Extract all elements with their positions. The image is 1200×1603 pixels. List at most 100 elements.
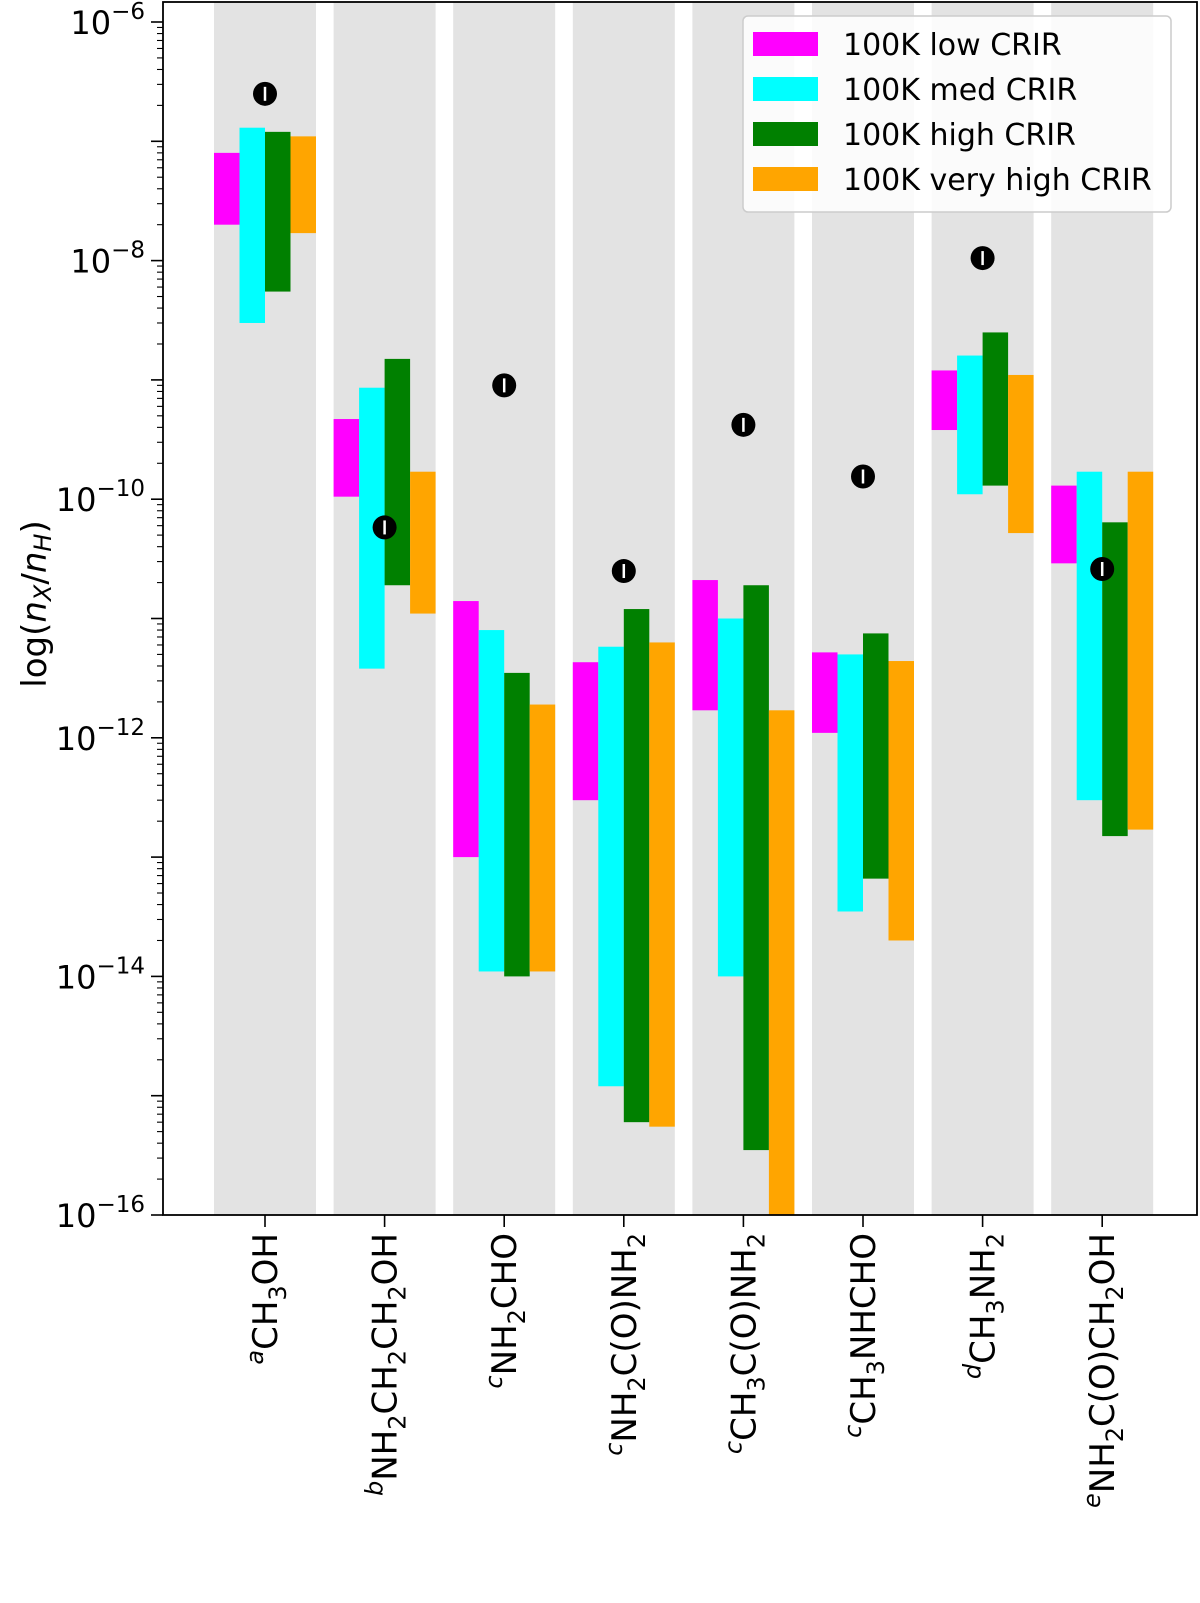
y-tick-exponent: −12 xyxy=(96,715,145,741)
label-part: CH xyxy=(366,1301,406,1350)
legend-swatch xyxy=(753,122,818,146)
legend-box xyxy=(742,15,1172,213)
legend-label: 100K low CRIR xyxy=(843,28,1062,63)
y-tick-base: 10 xyxy=(56,1197,97,1235)
y-tick-base: 10 xyxy=(70,4,111,42)
x-tick-label-text: cNH2C(O)NH2 xyxy=(600,1233,651,1456)
y-tick-base: 10 xyxy=(56,720,97,758)
label-part: CH xyxy=(844,1375,884,1424)
bars-layer xyxy=(214,127,1154,1215)
x-tick-label-text: bNH2CH2CH2OH xyxy=(361,1233,412,1496)
bar-100k-low-crir xyxy=(572,662,599,801)
label-part: 3 xyxy=(264,1285,292,1300)
y-axis-title-sub2: H xyxy=(29,534,57,552)
legend-label: 100K very high CRIR xyxy=(843,163,1152,198)
label-part: NH xyxy=(1083,1442,1123,1493)
label-part: C(O)NH xyxy=(605,1248,645,1376)
label-superscript: e xyxy=(1078,1493,1106,1508)
legend-swatch xyxy=(753,77,818,101)
bar-100k-med-crir xyxy=(598,646,624,1087)
label-superscript: d xyxy=(959,1363,987,1379)
legend-item: 100K med CRIR xyxy=(753,73,1077,108)
bar-100k-high-crir xyxy=(504,672,530,977)
label-part: CH xyxy=(246,1301,286,1350)
bar-100k-med-crir xyxy=(957,355,983,495)
bar-100k-low-crir xyxy=(214,152,240,225)
label-part: 2 xyxy=(742,1233,770,1248)
label-part: 2 xyxy=(384,1415,412,1430)
y-tick-base: 10 xyxy=(56,481,97,519)
x-tick-label: cCH3C(O)NH2 xyxy=(719,1233,770,1454)
x-tick-label-text: cNH2CHO xyxy=(480,1233,531,1389)
x-tick-label-text: aCH3OH xyxy=(241,1233,292,1365)
y-tick-label: 10−10 xyxy=(56,476,145,519)
label-part: C(O)CH xyxy=(1083,1301,1123,1427)
bar-100k-high-crir xyxy=(623,609,650,1123)
y-tick-label: 10−6 xyxy=(70,0,145,42)
label-part: 2 xyxy=(1101,1427,1129,1442)
label-superscript: c xyxy=(719,1441,747,1454)
y-axis-title: log(nX/nH) xyxy=(15,520,58,687)
label-superscript: c xyxy=(839,1425,867,1438)
bar-100k-high-crir xyxy=(743,585,769,1151)
x-tick-label: dCH3NH2 xyxy=(959,1233,1010,1379)
y-axis-title-prefix: log( xyxy=(15,623,55,688)
x-tick-label: cNH2CHO xyxy=(480,1233,531,1389)
label-part: 2 xyxy=(623,1376,651,1391)
y-axis-title-suffix: ) xyxy=(15,520,55,533)
label-part: 3 xyxy=(862,1360,890,1375)
legend-label: 100K med CRIR xyxy=(843,73,1077,108)
x-tick-label: bNH2CH2CH2OH xyxy=(361,1233,412,1496)
bar-100k-low-crir xyxy=(692,580,718,711)
label-part: OH xyxy=(246,1233,286,1285)
label-part: 3 xyxy=(982,1299,1010,1314)
bar-100k-very-high-crir xyxy=(888,661,914,941)
y-tick-label: 10−14 xyxy=(56,953,145,996)
observed-point xyxy=(970,246,995,271)
bar-100k-very-high-crir xyxy=(649,642,675,1127)
bar-100k-high-crir xyxy=(384,358,411,586)
label-part: OH xyxy=(1083,1233,1123,1285)
label-part: 2 xyxy=(384,1350,412,1365)
label-part: C(O)NH xyxy=(724,1248,764,1376)
observed-point xyxy=(851,464,875,489)
label-superscript: a xyxy=(241,1350,269,1365)
x-tick-label: cNH2C(O)NH2 xyxy=(600,1233,651,1456)
x-tick-label-text: eNH2C(O)CH2OH xyxy=(1078,1233,1129,1508)
label-part: OH xyxy=(366,1233,406,1285)
label-part: 2 xyxy=(1101,1285,1129,1300)
y-tick-exponent: −10 xyxy=(96,476,145,502)
bar-100k-very-high-crir xyxy=(1127,471,1154,830)
y-tick-label: 10−16 xyxy=(56,1192,145,1235)
label-part: CH xyxy=(964,1315,1004,1364)
y-axis-title-n1: n xyxy=(15,601,55,623)
label-part: 2 xyxy=(982,1233,1010,1248)
y-tick-exponent: −14 xyxy=(96,953,145,979)
label-part: 2 xyxy=(384,1285,412,1300)
bar-100k-high-crir xyxy=(982,332,1009,486)
bar-100k-high-crir xyxy=(863,633,889,879)
label-part: 2 xyxy=(623,1233,651,1248)
label-part: NH xyxy=(964,1248,1004,1299)
label-part: 2 xyxy=(503,1309,531,1324)
svg-text:log(nX/nH): log(nX/nH) xyxy=(15,520,58,687)
y-tick-base: 10 xyxy=(70,243,111,281)
observations-layer xyxy=(253,81,1115,584)
x-tick-label: aCH3OH xyxy=(241,1233,292,1365)
label-part: 3 xyxy=(742,1376,770,1391)
y-tick-base: 10 xyxy=(56,958,97,996)
bar-100k-low-crir xyxy=(333,419,360,497)
bar-100k-med-crir xyxy=(1076,471,1103,801)
label-superscript: c xyxy=(480,1375,508,1388)
x-tick-label: cCH3NHCHO xyxy=(839,1233,890,1438)
bar-100k-med-crir xyxy=(478,630,505,972)
label-superscript: b xyxy=(361,1481,389,1496)
bar-100k-low-crir xyxy=(453,601,479,858)
label-part: NH xyxy=(366,1430,406,1481)
observed-point xyxy=(372,515,397,540)
legend: 100K low CRIR 100K med CRIR 100K high CRIR… xyxy=(742,15,1172,213)
observed-point xyxy=(1090,556,1115,581)
legend-swatch xyxy=(753,167,818,191)
label-part: CHO xyxy=(485,1233,525,1309)
